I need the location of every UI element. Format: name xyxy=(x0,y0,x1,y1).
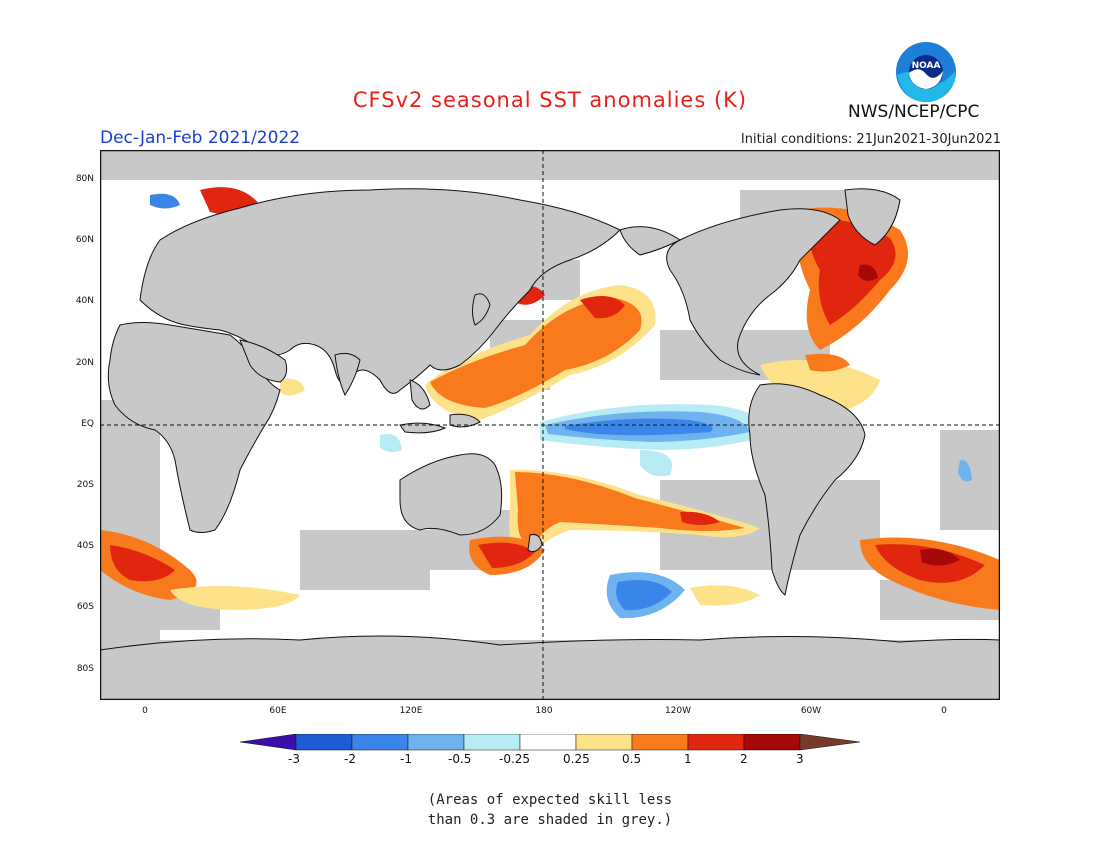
colorbar-label: 1 xyxy=(684,752,692,766)
colorbar-segment xyxy=(295,734,353,751)
initial-conditions-label: Initial conditions: 21Jun2021-30Jun2021 xyxy=(740,132,1001,147)
colorbar-label: 0.25 xyxy=(563,752,590,766)
lat-label: 60S xyxy=(76,602,94,612)
lon-label: 60E xyxy=(269,706,287,716)
lon-label: 0 xyxy=(142,706,148,716)
lat-label: 20N xyxy=(75,358,94,368)
map-frame xyxy=(100,150,1000,700)
colorbar-segment xyxy=(799,734,860,751)
lat-label: 80S xyxy=(76,664,94,674)
sst-anomaly-shading xyxy=(100,187,1000,619)
colorbar-segment xyxy=(631,734,689,751)
colorbar xyxy=(240,734,860,751)
skill-note: (Areas of expected skill less than 0.3 a… xyxy=(0,790,1100,830)
lon-label: 120W xyxy=(664,706,692,716)
colorbar-label: 0.5 xyxy=(622,752,642,766)
lat-label: EQ xyxy=(81,419,94,429)
season-label: Dec-Jan-Feb 2021/2022 xyxy=(100,128,301,148)
colorbar-segment xyxy=(575,734,633,751)
lon-label: 0 xyxy=(941,706,947,716)
lat-label: 40N xyxy=(75,296,94,306)
lat-label: 40S xyxy=(76,541,94,551)
colorbar-segment xyxy=(519,734,577,751)
colorbar-label: 3 xyxy=(796,752,804,766)
colorbar-label: -2 xyxy=(344,752,356,766)
colorbar-segment xyxy=(463,734,521,751)
skill-note-line: (Areas of expected skill less xyxy=(427,792,673,808)
lat-label: 80N xyxy=(75,174,94,184)
colorbar-label: -0.25 xyxy=(499,752,531,766)
lon-label: 60W xyxy=(800,706,822,716)
colorbar-label: -3 xyxy=(288,752,300,766)
sst-anomaly-map xyxy=(100,150,1000,700)
map-title: CFSv2 seasonal SST anomalies (K) xyxy=(352,88,748,112)
skill-note-line: than 0.3 are shaded in grey.) xyxy=(427,812,673,828)
colorbar-segment xyxy=(687,734,745,751)
lat-label: 20S xyxy=(76,480,94,490)
lon-label: 120E xyxy=(399,706,423,716)
lat-label: 60N xyxy=(75,235,94,245)
colorbar-label: -1 xyxy=(400,752,412,766)
colorbar-segment xyxy=(407,734,465,751)
svg-text:NOAA: NOAA xyxy=(912,61,941,71)
agency-label: NWS/NCEP/CPC xyxy=(848,102,980,122)
colorbar-segment xyxy=(240,734,297,751)
colorbar-label: 2 xyxy=(740,752,748,766)
land-masses xyxy=(100,188,1000,700)
colorbar-segment xyxy=(351,734,409,751)
noaa-logo-icon: NOAA xyxy=(896,42,956,103)
colorbar-segment xyxy=(743,734,801,751)
colorbar-label: -0.5 xyxy=(448,752,472,766)
lon-label: 180 xyxy=(535,706,553,716)
